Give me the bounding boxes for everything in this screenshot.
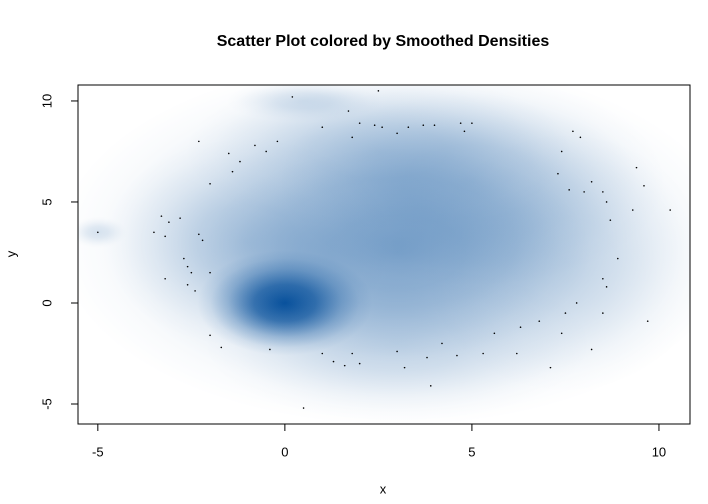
x-tick-label: -5 (92, 444, 104, 459)
point (459, 122, 462, 124)
x-tick-label: 10 (652, 444, 666, 459)
point (194, 290, 196, 292)
point (179, 217, 181, 219)
point (302, 407, 305, 409)
point (605, 286, 608, 288)
point (602, 312, 604, 314)
point (441, 342, 443, 345)
point (396, 132, 398, 135)
point (254, 144, 256, 147)
point (220, 346, 223, 349)
point (239, 160, 241, 163)
point (493, 332, 496, 335)
point (422, 124, 425, 127)
point (557, 172, 559, 175)
point (276, 140, 279, 143)
y-tick-label: -5 (39, 398, 54, 410)
point (575, 302, 578, 304)
point (201, 239, 204, 242)
point (609, 219, 612, 221)
point (429, 385, 432, 387)
point (269, 348, 271, 351)
y-axis-label: y (3, 250, 18, 257)
point (669, 209, 671, 211)
point (198, 140, 200, 143)
point (572, 130, 574, 133)
point (265, 150, 267, 153)
y-tick-label: 5 (39, 198, 54, 205)
y-tick-label: 0 (39, 299, 54, 306)
point (347, 110, 350, 112)
point (635, 166, 638, 169)
point (227, 152, 230, 155)
point (617, 257, 619, 260)
point (482, 352, 484, 355)
point (343, 364, 346, 367)
point (646, 320, 649, 322)
point (231, 170, 234, 173)
density-layer (78, 85, 690, 424)
point (471, 122, 473, 124)
point (579, 136, 582, 139)
point (396, 350, 398, 353)
point (463, 130, 466, 133)
point (332, 360, 335, 363)
y-tick-label: 10 (39, 94, 54, 108)
point (168, 221, 170, 223)
point (209, 334, 211, 337)
x-axis-label: x (380, 481, 387, 496)
point (456, 354, 458, 357)
point (97, 231, 99, 234)
point (381, 126, 383, 129)
point (351, 352, 354, 355)
point (568, 189, 570, 191)
point (549, 366, 552, 369)
point (433, 124, 436, 127)
density-kernel (419, 131, 690, 394)
density-kernel (78, 216, 127, 249)
point (351, 136, 354, 139)
point (183, 257, 185, 260)
point (186, 265, 189, 268)
point (321, 126, 324, 129)
x-tick-label: 5 (468, 444, 475, 459)
point (321, 352, 324, 355)
point (403, 366, 406, 369)
point (377, 90, 380, 92)
point (631, 209, 634, 211)
point (560, 332, 563, 335)
point (358, 362, 361, 365)
point (583, 191, 585, 193)
point (564, 312, 567, 314)
x-tick-label: 0 (281, 444, 288, 459)
point (590, 348, 593, 351)
point (590, 180, 593, 183)
point (291, 96, 294, 98)
point (198, 233, 200, 236)
point (190, 271, 193, 274)
point (560, 150, 563, 153)
point (153, 231, 155, 234)
point (643, 185, 645, 187)
point (160, 215, 163, 217)
point (186, 284, 189, 286)
point (426, 356, 428, 359)
point (164, 235, 166, 238)
point (164, 277, 166, 280)
chart-title: Scatter Plot colored by Smoothed Densiti… (217, 33, 550, 50)
point (605, 201, 608, 203)
point (515, 352, 518, 355)
point (209, 271, 211, 274)
point (519, 326, 522, 329)
point (538, 320, 541, 322)
point (373, 124, 376, 127)
point (407, 126, 410, 129)
point (602, 277, 604, 280)
point (602, 191, 604, 193)
points-layer (97, 90, 671, 409)
point (358, 122, 361, 124)
point (209, 182, 211, 185)
